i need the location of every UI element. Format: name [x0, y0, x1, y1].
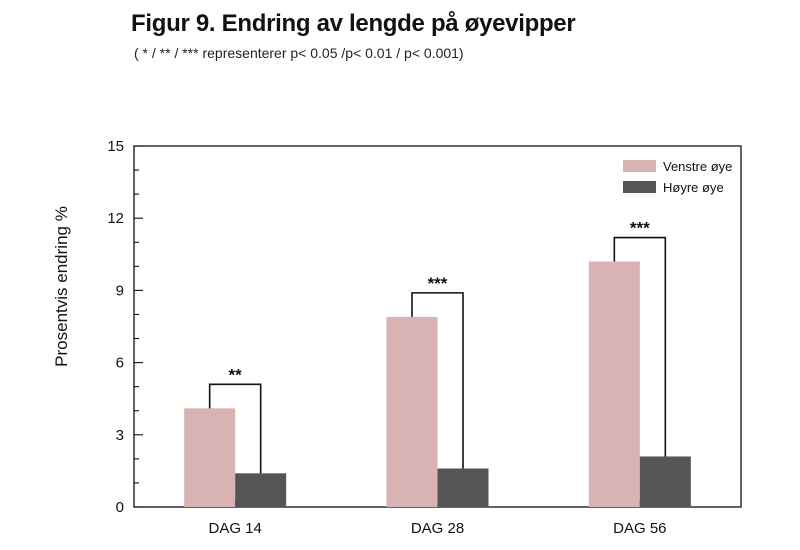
bar-0-0 [184, 408, 236, 507]
legend-label: Venstre øye [663, 159, 732, 174]
significance-bracket [613, 236, 667, 457]
x-category-label: DAG 56 [613, 520, 666, 537]
y-tick-label: 12 [107, 210, 124, 227]
y-tick-label: 15 [107, 138, 124, 155]
legend-label: Høyre øye [663, 180, 724, 195]
significance-label: *** [630, 219, 650, 238]
bar-0-2 [588, 261, 640, 507]
y-axis-title: Prosentvis endring % [52, 206, 71, 367]
chart-title: Figur 9. Endring av lengde på øyevipper [131, 10, 576, 37]
significance-label: ** [229, 365, 243, 384]
y-tick-label: 9 [116, 282, 124, 299]
significance-label: *** [428, 274, 448, 293]
y-tick-label: 3 [116, 427, 124, 444]
chart-subtitle: ( * / ** / *** representerer p< 0.05 /p<… [134, 45, 464, 61]
bar-0-1 [386, 316, 438, 507]
x-category-label: DAG 14 [208, 520, 261, 537]
bar-1-2 [639, 456, 691, 507]
significance-bracket [411, 292, 464, 469]
y-tick-label: 6 [116, 355, 124, 372]
y-tick-label: 0 [116, 499, 124, 516]
legend-swatch [623, 181, 656, 193]
legend-swatch [623, 160, 656, 172]
significance-bracket [208, 383, 262, 474]
x-category-label: DAG 28 [411, 520, 464, 537]
bar-1-1 [437, 468, 489, 507]
bar-1-0 [235, 473, 287, 507]
